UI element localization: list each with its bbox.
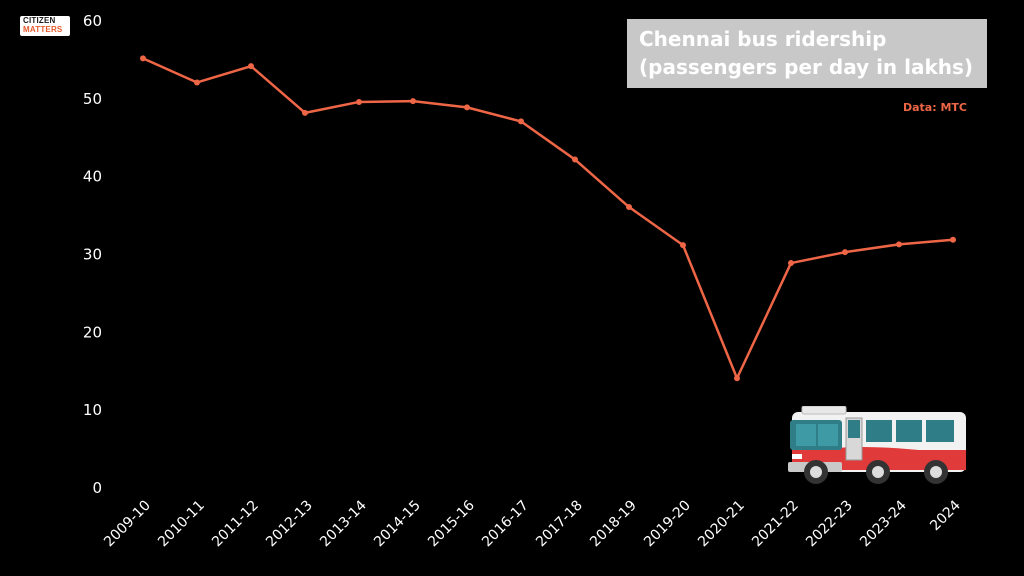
- data-point: [626, 204, 632, 211]
- data-point: [140, 55, 146, 62]
- data-point: [410, 98, 416, 105]
- chart-title-box: Chennai bus ridership (passengers per da…: [627, 19, 987, 88]
- x-tick-label: 2015-16: [425, 497, 478, 550]
- y-tick-label: 20: [83, 323, 102, 341]
- data-point: [518, 118, 524, 125]
- data-point: [950, 236, 956, 243]
- x-tick-label: 2014-15: [371, 498, 424, 551]
- y-tick-label: 50: [83, 90, 102, 108]
- x-tick-label: 2020-21: [695, 498, 748, 551]
- y-tick-label: 40: [83, 168, 102, 186]
- citizen-matters-logo: CITIZEN MATTERS: [20, 16, 70, 36]
- data-point: [896, 241, 902, 248]
- x-tick-label: 2022-23: [803, 498, 856, 551]
- data-point: [194, 79, 200, 86]
- x-tick-label: 2021-22: [749, 498, 802, 551]
- data-point: [680, 242, 686, 249]
- data-point: [842, 249, 848, 256]
- chart-title-line-1: Chennai bus ridership: [639, 27, 887, 51]
- x-tick-label: 2016-17: [479, 498, 532, 551]
- data-point: [248, 63, 254, 70]
- data-point: [734, 375, 740, 382]
- x-tick-label: 2018-19: [587, 498, 640, 551]
- data-point: [356, 98, 362, 105]
- x-tick-label: 2024: [927, 497, 964, 534]
- y-tick-label: 30: [83, 246, 102, 264]
- data-point: [464, 104, 470, 111]
- x-tick-label: 2009-10: [101, 498, 154, 551]
- x-tick-label: 2010-11: [155, 498, 208, 551]
- logo-line-1: CITIZEN: [23, 16, 56, 25]
- x-tick-label: 2023-24: [857, 497, 910, 550]
- data-point: [302, 109, 308, 116]
- x-tick-label: 2019-20: [641, 498, 694, 551]
- x-tick-label: 2012-13: [263, 498, 316, 551]
- chart-title-line-2: (passengers per day in lakhs): [639, 55, 974, 79]
- y-tick-label: 0: [92, 479, 102, 497]
- y-tick-label: 10: [83, 401, 102, 419]
- data-point: [788, 260, 794, 267]
- x-tick-label: 2013-14: [317, 497, 370, 550]
- bus-icon: [788, 406, 966, 484]
- data-point: [572, 156, 578, 163]
- x-tick-label: 2011-12: [209, 498, 262, 551]
- y-tick-label: 60: [83, 12, 102, 30]
- series-line: [142, 57, 954, 380]
- logo-line-2: MATTERS: [23, 25, 63, 34]
- x-tick-label: 2017-18: [533, 498, 586, 551]
- data-source-label: Data: MTC: [903, 101, 967, 114]
